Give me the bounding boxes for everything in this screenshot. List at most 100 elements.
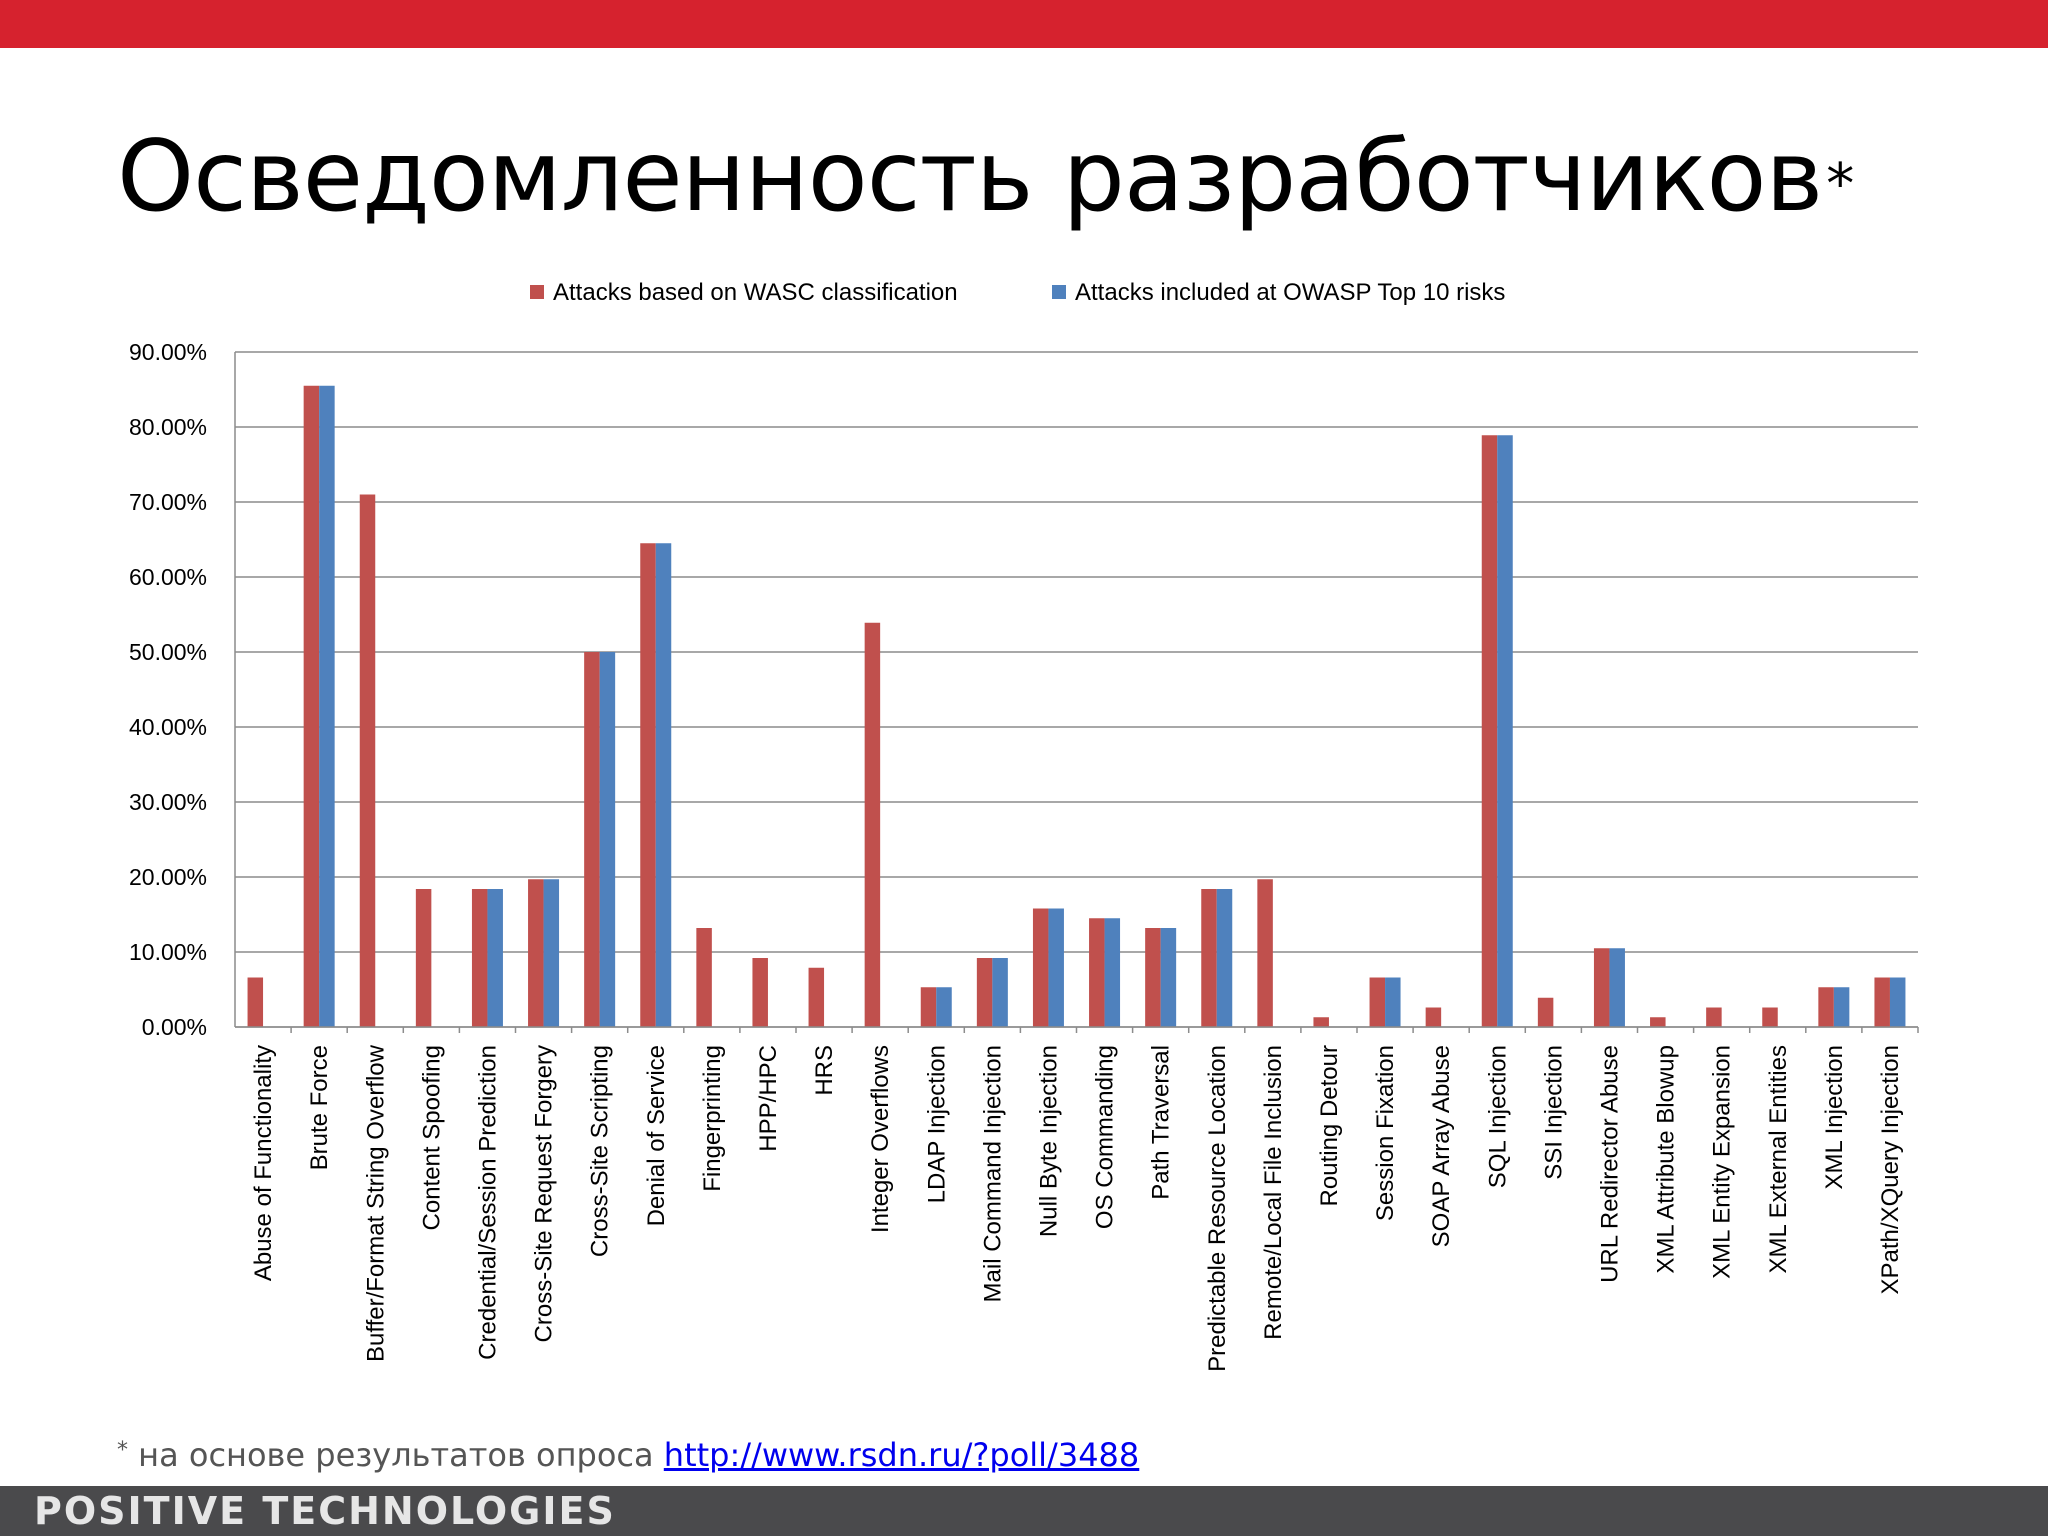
footnote-text: на основе результатов опроса bbox=[128, 1436, 664, 1474]
bar-wasc bbox=[1369, 977, 1386, 1027]
bar-wasc bbox=[1593, 948, 1610, 1027]
x-category-label: XML External Entities bbox=[1765, 1045, 1792, 1274]
x-category-label: URL Redirector Abuse bbox=[1596, 1045, 1623, 1283]
bar-wasc bbox=[1874, 977, 1890, 1027]
bar-wasc bbox=[471, 889, 488, 1027]
x-category-label: SQL Injection bbox=[1484, 1045, 1511, 1188]
x-category-label: Credential/Session Prediction bbox=[474, 1045, 501, 1360]
x-category-label: Null Byte Injection bbox=[1035, 1045, 1062, 1237]
y-tick-label: 50.00% bbox=[129, 639, 207, 665]
bar-wasc bbox=[1481, 435, 1498, 1027]
y-tick-label: 80.00% bbox=[129, 414, 207, 440]
bar-wasc bbox=[1706, 1007, 1722, 1027]
bar-owasp bbox=[992, 958, 1008, 1027]
bar-wasc bbox=[359, 494, 376, 1027]
bar-owasp bbox=[599, 652, 616, 1027]
x-category-label: HRS bbox=[811, 1045, 838, 1096]
x-category-label: Path Traversal bbox=[1148, 1045, 1175, 1200]
legend-label-wasc: Attacks based on WASC classification bbox=[553, 279, 958, 306]
x-category-label: Predictable Resource Location bbox=[1204, 1045, 1231, 1372]
x-category-label: Cross-Site Request Forgery bbox=[531, 1045, 558, 1342]
x-category-label: HPP/HPC bbox=[755, 1045, 782, 1152]
x-category-label: XPath/XQuery Injection bbox=[1877, 1045, 1904, 1294]
bar-chart: 0.00% 10.00% 20.00% 30.00% 40.00% 50.00% 60.00… bbox=[129, 279, 1919, 1372]
x-category-label: Content Spoofing bbox=[418, 1045, 445, 1230]
y-tick-label: 90.00% bbox=[129, 339, 207, 365]
bar-wasc bbox=[976, 958, 993, 1027]
bar-owasp bbox=[936, 987, 952, 1027]
footnote-mark: * bbox=[117, 1438, 128, 1463]
bar-owasp bbox=[1160, 928, 1177, 1027]
bar-owasp bbox=[1609, 948, 1625, 1027]
legend-swatch-wasc bbox=[530, 285, 544, 299]
y-tick-label: 70.00% bbox=[129, 489, 207, 515]
bar-wasc bbox=[1201, 889, 1217, 1027]
bar-wasc bbox=[1537, 997, 1554, 1027]
x-category-label: XML Attribute Blowup bbox=[1653, 1045, 1680, 1274]
x-category-label: Cross-Site Scripting bbox=[587, 1045, 614, 1257]
bar-wasc bbox=[1313, 1017, 1329, 1027]
bar-wasc bbox=[864, 622, 881, 1027]
bar-wasc bbox=[584, 652, 600, 1027]
y-tick-label: 10.00% bbox=[129, 939, 207, 965]
bar-wasc bbox=[303, 385, 320, 1027]
bar-wasc bbox=[528, 879, 544, 1027]
x-category-label: Denial of Service bbox=[643, 1045, 670, 1226]
bar-wasc bbox=[1762, 1007, 1778, 1027]
bar-owasp bbox=[1497, 435, 1513, 1027]
bar-wasc bbox=[640, 543, 656, 1027]
bar-wasc bbox=[752, 958, 768, 1027]
x-category-label: Routing Detour bbox=[1316, 1045, 1343, 1206]
bar-wasc bbox=[1650, 1017, 1666, 1027]
bar-owasp bbox=[1385, 977, 1401, 1027]
x-category-label: Abuse of Functionality bbox=[250, 1045, 277, 1281]
title-footnote-mark: * bbox=[1826, 152, 1854, 217]
bar-owasp bbox=[1216, 889, 1233, 1027]
x-category-label: Session Fixation bbox=[1372, 1045, 1399, 1221]
bar-wasc bbox=[808, 967, 825, 1027]
x-category-label: Buffer/Format String Overflow bbox=[362, 1044, 389, 1362]
x-category-label: LDAP Injection bbox=[923, 1045, 950, 1203]
bar-owasp bbox=[487, 889, 503, 1027]
x-category-label: OS Commanding bbox=[1092, 1045, 1119, 1229]
bar-wasc bbox=[696, 928, 712, 1027]
bar-wasc bbox=[1089, 918, 1105, 1027]
poll-link[interactable]: http://www.rsdn.ru/?poll/3488 bbox=[663, 1436, 1140, 1474]
x-category-label: Brute Force bbox=[306, 1045, 333, 1170]
x-category-label: Fingerprinting bbox=[699, 1045, 726, 1192]
bar-owasp bbox=[1889, 977, 1906, 1027]
bar-owasp bbox=[655, 543, 672, 1027]
bar-wasc bbox=[247, 977, 264, 1027]
bar-owasp bbox=[1104, 918, 1121, 1027]
bar-wasc bbox=[1818, 987, 1834, 1027]
bar-wasc bbox=[1257, 879, 1273, 1027]
bar-wasc bbox=[1145, 928, 1161, 1027]
bar-wasc bbox=[1032, 908, 1049, 1027]
legend-swatch-owasp bbox=[1052, 285, 1066, 299]
x-category-label: XML Entity Expansion bbox=[1709, 1045, 1736, 1279]
bar-wasc bbox=[415, 889, 432, 1027]
bar-wasc bbox=[1425, 1007, 1442, 1027]
slide-title-text: Осведомленность разработчиков bbox=[117, 120, 1823, 234]
x-category-label: SSI Injection bbox=[1540, 1045, 1567, 1180]
bar-wasc bbox=[920, 987, 937, 1027]
company-logo: POSITIVE TECHNOLOGIES bbox=[34, 1489, 616, 1533]
x-category-label: Integer Overflows bbox=[867, 1045, 894, 1233]
y-tick-label: 0.00% bbox=[142, 1014, 207, 1040]
footnote: * на основе результатов опроса http://ww… bbox=[117, 1436, 1139, 1474]
bar-owasp bbox=[1833, 987, 1850, 1027]
x-category-label: XML Injection bbox=[1821, 1045, 1848, 1190]
top-accent-bar bbox=[0, 0, 2048, 48]
y-tick-label: 40.00% bbox=[129, 714, 207, 740]
x-category-label: Mail Command Injection bbox=[979, 1045, 1006, 1302]
bar-owasp bbox=[543, 879, 560, 1027]
slide-title: Осведомленность разработчиков* bbox=[117, 112, 1854, 242]
y-tick-label: 30.00% bbox=[129, 789, 207, 815]
legend-label-owasp: Attacks included at OWASP Top 10 risks bbox=[1075, 279, 1505, 306]
y-tick-label: 20.00% bbox=[129, 864, 207, 890]
x-category-label: SOAP Array Abuse bbox=[1428, 1045, 1455, 1247]
bottom-bar: POSITIVE TECHNOLOGIES bbox=[0, 1486, 2048, 1536]
x-category-label: Remote/Local File Inclusion bbox=[1260, 1045, 1287, 1340]
bar-owasp bbox=[319, 385, 335, 1027]
y-tick-label: 60.00% bbox=[129, 564, 207, 590]
